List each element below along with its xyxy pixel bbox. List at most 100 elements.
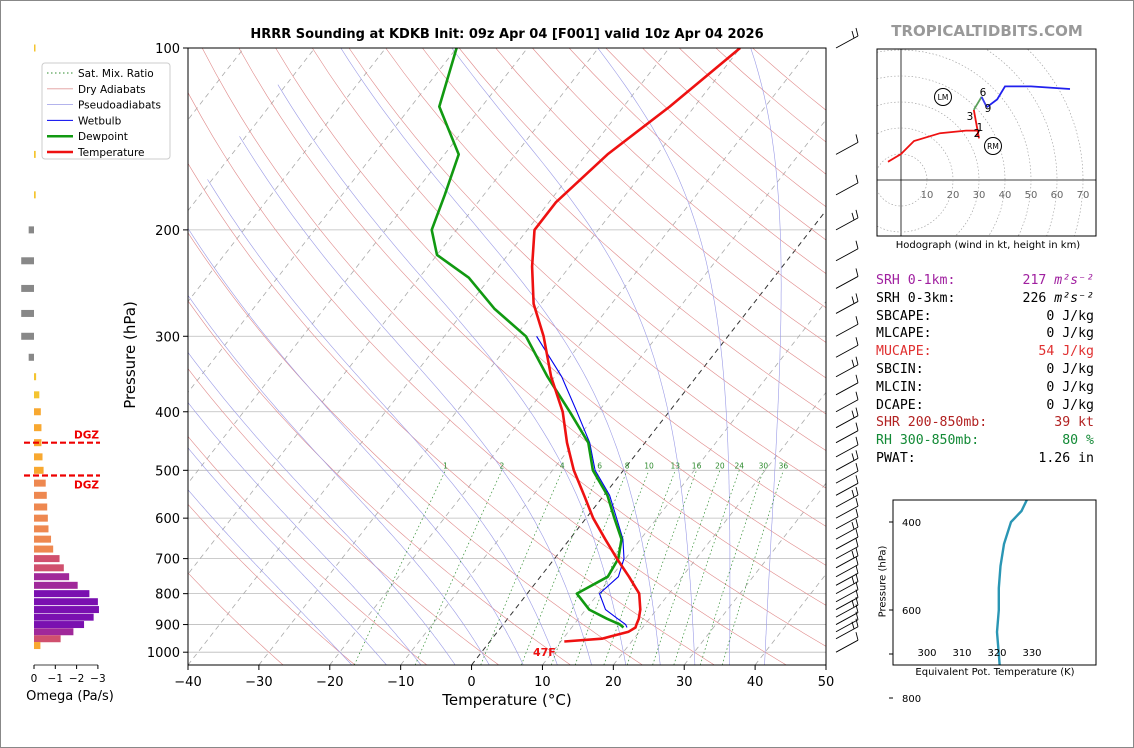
hodograph-ring [877, 153, 928, 207]
isotherm-line [258, 48, 741, 665]
wind-barb-feather [851, 359, 855, 367]
moist-adiabat-line [207, 179, 558, 665]
wind-barb-shaft [835, 581, 859, 595]
wind-barb-feather [851, 410, 855, 418]
param-value: 217 [1022, 273, 1047, 288]
hodograph-trace [980, 96, 988, 108]
isotherm-line [188, 48, 316, 212]
param-row-sbcape: SBCAPE: 0 J/kg [876, 308, 1106, 326]
moist-adiabat-line [750, 48, 782, 665]
hodograph-ring [877, 127, 954, 233]
omega-bar [34, 191, 36, 199]
y-tick-label: 700 [155, 553, 180, 568]
omega-bar [34, 408, 41, 416]
wind-barb-feather [851, 621, 855, 629]
y-tick-label: 1000 [147, 646, 180, 661]
hodograph-ring [877, 49, 1032, 236]
hodograph-trace [972, 109, 980, 139]
dry-adiabat-line [188, 162, 715, 665]
theta-e-xlabel: Equivalent Pot. Temperature (K) [915, 667, 1075, 678]
wind-barb-feather [855, 391, 859, 400]
dry-adiabat-line [532, 48, 826, 309]
theta-e-y-tick-label: 800 [902, 694, 921, 705]
wind-barb-feather [855, 508, 859, 517]
wind-barb-shaft [835, 276, 859, 289]
y-tick-label: 300 [155, 330, 180, 345]
hodograph-ring-label: 10 [921, 190, 934, 201]
wind-barb-shaft [835, 430, 859, 444]
wind-barb-feather [855, 27, 859, 37]
dry-adiabat-line [188, 91, 787, 665]
omega-tick-label: −1 [48, 673, 63, 685]
wind-barb-shaft [835, 505, 859, 519]
wind-barb-feather [851, 296, 855, 304]
wind-barb-feather [855, 597, 859, 606]
wind-barb-feather [855, 356, 859, 365]
wind-barb-shaft [835, 141, 859, 155]
hodograph-ring-label: 50 [1025, 190, 1038, 201]
wind-barb-feather [855, 618, 859, 627]
hodograph-ring-label: 30 [973, 190, 986, 201]
y-tick-label: 500 [155, 464, 180, 479]
x-tick-label: 30 [676, 675, 693, 690]
omega-bar [34, 606, 99, 614]
wind-barb-feather [855, 407, 859, 416]
omega-bar [34, 642, 41, 650]
omega-bar [34, 564, 64, 572]
y-tick-label: 200 [155, 224, 180, 239]
hodograph-ring [877, 75, 1006, 236]
wind-barb-shaft [835, 457, 859, 471]
param-row-pwat: PWAT: 1.26 in [876, 450, 1106, 468]
mixing-ratio-line [673, 470, 740, 665]
dry-adiabat-line [238, 48, 826, 606]
dry-adiabat-line [188, 503, 356, 665]
isotherm-line [329, 48, 812, 665]
wind-barb-feather [851, 453, 855, 461]
mixing-ratio-line [652, 470, 721, 665]
mixing-ratio-line [550, 470, 628, 665]
y-tick-label: 100 [155, 42, 180, 57]
isotherm-line [613, 391, 826, 665]
param-label: SBCAPE: [876, 308, 932, 324]
wind-barb-feather [855, 174, 859, 183]
param-label: SRH 0-3km: [876, 290, 956, 306]
dewpoint-profile-line [430, 48, 625, 629]
param-value: 1.26 in [1038, 450, 1094, 466]
x-tick-label: 0 [467, 675, 475, 690]
param-label: RH 300-850mb: [876, 433, 980, 449]
hodograph-ring [985, 49, 1058, 236]
wind-barb-shaft [835, 364, 859, 378]
surface-temp-label: 47F [533, 646, 556, 659]
x-tick-label: −30 [245, 675, 272, 690]
omega-bar [34, 635, 61, 643]
legend-label: Temperature [77, 147, 145, 159]
param-label: PWAT: [876, 450, 916, 466]
x-tick-label: 40 [747, 675, 764, 690]
wind-barb-feather [855, 293, 859, 302]
dry-adiabat-line [188, 232, 643, 665]
isotherm-line [188, 48, 528, 484]
storm-motion-marker [934, 88, 952, 106]
mixing-ratio-line [603, 470, 676, 665]
param-row-srh03: SRH 0-3km: 226 m²s⁻² [876, 290, 1106, 308]
omega-bar [34, 555, 60, 563]
wind-barb-shaft [835, 301, 859, 314]
omega-bar [34, 373, 37, 381]
mixing-ratio-label: 8 [625, 461, 630, 470]
param-label: SBCIN: [876, 361, 924, 377]
wind-barb-shaft [835, 494, 859, 508]
wind-barb-feather [855, 374, 859, 383]
mixing-ratio-label: 16 [692, 461, 702, 470]
param-row-rh: RH 300-850mb: 80 % [876, 432, 1106, 450]
wind-barb-feather [855, 556, 859, 565]
skewt-ylabel: Pressure (hPa) [121, 301, 139, 409]
mixing-ratio-line [721, 470, 784, 665]
wind-barb-feather [855, 519, 859, 528]
x-tick-label: 50 [818, 675, 835, 690]
mixing-ratio-line [353, 470, 446, 665]
omega-bar [34, 44, 36, 52]
x-tick-label: −10 [387, 675, 414, 690]
theta-e-x-tick-label: 320 [987, 648, 1006, 659]
param-row-shear: SHR 200-850mb: 39 kt [876, 414, 1106, 432]
brand-logo-text: TROPICALTIDBITS.COM [891, 22, 1083, 40]
